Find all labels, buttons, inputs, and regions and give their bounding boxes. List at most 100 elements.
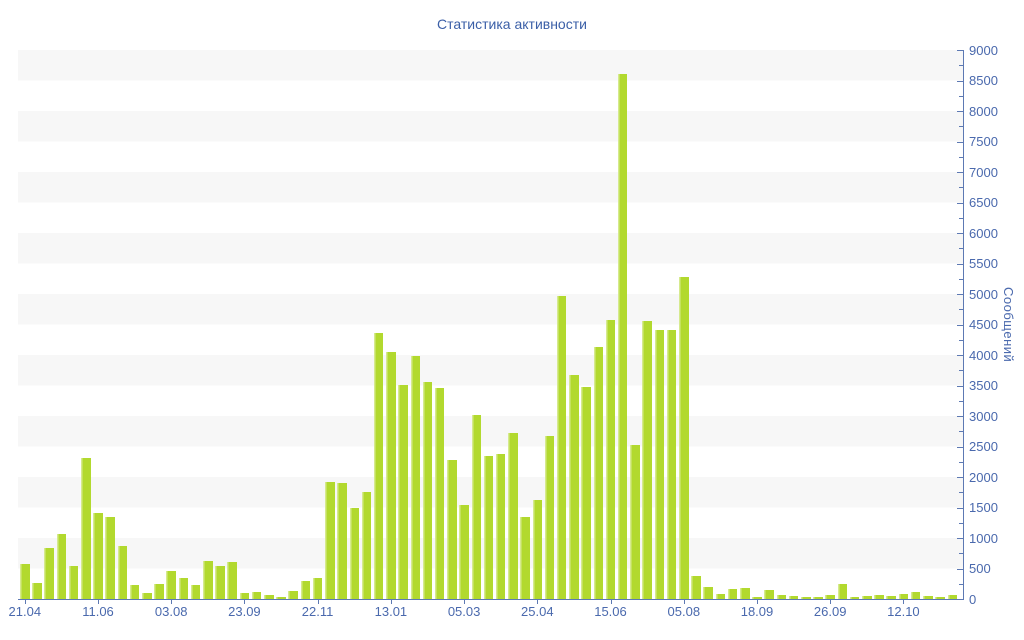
y-tick-label: 1500	[969, 500, 998, 515]
y-major-tick	[957, 355, 963, 356]
y-minor-tick	[959, 278, 963, 280]
y-minor-tick	[959, 126, 963, 128]
bar	[264, 594, 274, 599]
x-tick	[903, 600, 905, 604]
bar	[471, 414, 482, 599]
bar	[715, 593, 726, 599]
y-minor-tick	[959, 95, 963, 97]
y-tick-label: 7000	[969, 164, 998, 180]
x-tick-label: 03.08	[154, 604, 188, 619]
y-tick-label: 500	[969, 561, 991, 576]
y-minor-tick	[959, 461, 963, 463]
y-tick-label: 3500	[969, 378, 998, 393]
y-minor-tick	[959, 522, 963, 524]
y-tick-label: 0	[969, 591, 977, 607]
bar	[825, 594, 835, 599]
y-minor-tick	[959, 553, 963, 555]
y-minor-tick	[959, 65, 963, 67]
bar	[32, 582, 42, 599]
y-major-tick	[957, 324, 963, 326]
bar	[386, 351, 396, 599]
y-minor-tick	[959, 492, 963, 494]
bar	[93, 513, 103, 599]
bar	[20, 564, 30, 599]
x-tick	[244, 600, 246, 604]
y-tick-label: 8500	[969, 73, 998, 88]
bar	[886, 595, 896, 599]
x-tick	[390, 600, 392, 604]
x-tick-label: 22.11	[301, 604, 334, 619]
y-minor-tick	[959, 583, 963, 585]
bar	[117, 545, 128, 599]
y-major-tick	[957, 233, 963, 234]
x-tick	[317, 600, 319, 604]
bar	[666, 330, 677, 599]
x-tick	[98, 600, 99, 604]
y-major-tick	[957, 111, 963, 112]
y-minor-tick	[959, 309, 963, 311]
y-tick-label: 5500	[969, 256, 998, 271]
bar	[68, 566, 79, 599]
y-major-tick	[957, 538, 963, 539]
x-axis-line	[18, 599, 964, 600]
y-major-tick	[957, 263, 963, 265]
bar	[373, 333, 384, 599]
bar	[361, 491, 372, 599]
bar	[593, 347, 604, 599]
y-minor-tick	[959, 156, 963, 158]
bar	[398, 384, 408, 599]
bar	[520, 516, 530, 599]
y-tick-label: 3000	[969, 408, 998, 424]
x-tick-label: 05.03	[447, 604, 481, 619]
y-tick-label: 9000	[969, 42, 998, 58]
y-tick-label: 2000	[969, 469, 998, 485]
x-tick	[464, 600, 466, 604]
x-tick	[610, 600, 612, 604]
bar	[788, 595, 799, 599]
x-tick	[537, 600, 539, 604]
y-tick-label: 1000	[969, 530, 998, 546]
bar	[569, 375, 579, 599]
bar	[434, 387, 445, 599]
bar	[935, 596, 945, 599]
bar	[544, 436, 555, 599]
x-tick-label: 25.04	[521, 604, 554, 619]
y-minor-tick	[959, 400, 963, 402]
x-tick-label: 13.01	[374, 604, 408, 619]
bar	[227, 561, 237, 599]
bar	[495, 454, 506, 599]
y-major-tick	[957, 416, 963, 417]
bar	[703, 586, 713, 599]
y-tick-label: 8000	[969, 103, 998, 119]
bar	[617, 74, 628, 599]
bar	[740, 588, 750, 599]
bar	[447, 459, 457, 599]
y-minor-tick	[959, 187, 963, 189]
bar	[679, 276, 689, 599]
y-major-tick	[957, 141, 963, 143]
y-major-tick	[957, 50, 963, 51]
x-tick	[830, 600, 832, 604]
y-tick-label: 4500	[969, 317, 998, 332]
bar	[166, 570, 176, 599]
bar	[764, 589, 774, 599]
x-tick-label: 26.09	[813, 604, 847, 619]
bar	[251, 592, 262, 599]
bar	[459, 505, 469, 599]
bar	[837, 583, 848, 599]
bar	[325, 481, 335, 599]
bar	[349, 507, 359, 599]
bar	[752, 596, 762, 599]
x-tick-label: 12.10	[887, 604, 920, 619]
y-major-tick	[957, 477, 963, 478]
y-major-tick	[957, 599, 963, 600]
bar	[642, 320, 652, 599]
y-major-tick	[957, 172, 963, 173]
bar	[129, 585, 140, 599]
y-tick-label: 6000	[969, 225, 998, 241]
chart-title: Статистика активности	[437, 16, 587, 32]
bar	[56, 533, 67, 599]
bar	[874, 594, 884, 599]
x-tick	[683, 600, 685, 604]
